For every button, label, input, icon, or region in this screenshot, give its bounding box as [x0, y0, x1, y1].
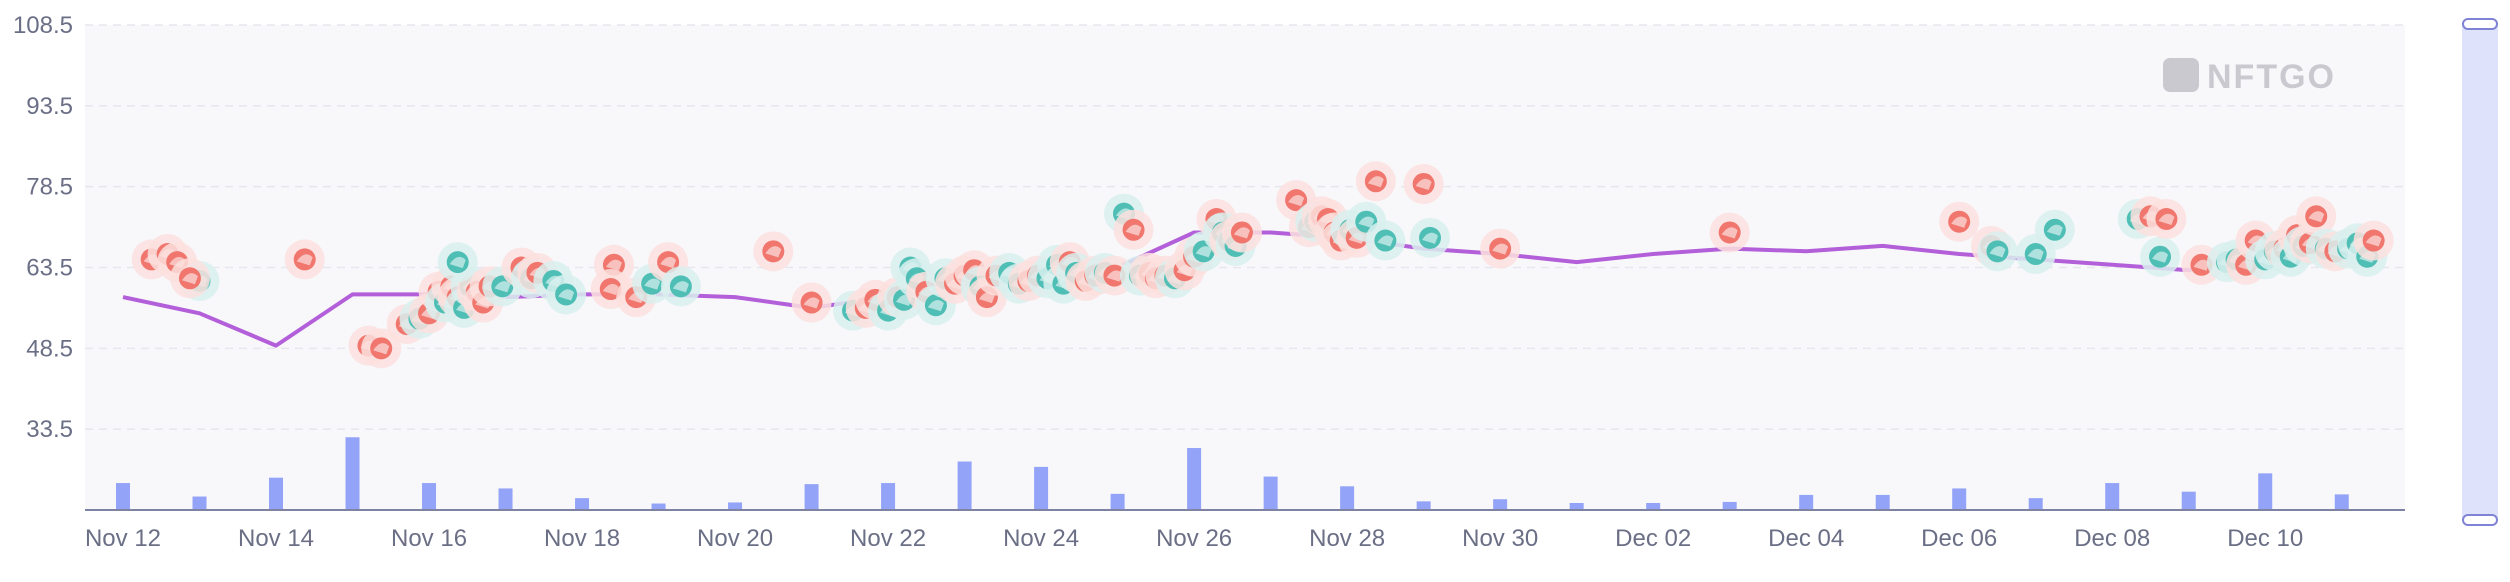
x-tick-label: Nov 26 — [1156, 525, 1232, 552]
sale-marker[interactable] — [169, 258, 210, 299]
y-tick-label: 33.5 — [26, 416, 73, 443]
x-tick-label: Nov 28 — [1309, 525, 1385, 552]
volume-bar — [1187, 448, 1202, 510]
x-tick-label: Dec 08 — [2074, 525, 2150, 552]
volume-bar — [1493, 499, 1508, 510]
sale-marker[interactable] — [791, 282, 832, 323]
x-tick-label: Dec 10 — [2227, 525, 2303, 552]
volume-bar — [1569, 502, 1584, 510]
sale-marker[interactable] — [1939, 201, 1980, 242]
sale-marker[interactable] — [2296, 196, 2337, 237]
volume-bar — [2181, 491, 2196, 510]
gridlines — [85, 24, 2405, 430]
sale-marker[interactable] — [1977, 231, 2018, 272]
volume-bar — [1875, 494, 1890, 510]
volume-bar — [269, 477, 284, 510]
y-tick-label: 63.5 — [26, 255, 73, 282]
x-axis: Nov 12 Nov 14 Nov 16 Nov 18 Nov 20 Nov 22 Nov … — [85, 509, 2405, 552]
x-tick-label: Dec 04 — [1768, 525, 1844, 552]
sale-marker[interactable] — [2353, 220, 2394, 261]
zoom-scrollbar[interactable] — [2462, 18, 2498, 526]
volume-bar — [116, 483, 130, 510]
volume-bar — [651, 503, 666, 510]
sale-marker[interactable] — [2181, 244, 2222, 285]
volume-bar — [1110, 493, 1125, 510]
scrollbar-handle-top[interactable] — [2462, 18, 2498, 30]
volume-bar — [804, 484, 819, 510]
volume-bar — [575, 498, 590, 510]
volume-bars — [116, 437, 2349, 510]
x-tick-label: Nov 18 — [544, 525, 620, 552]
volume-bar — [1646, 502, 1661, 510]
sale-marker[interactable] — [1709, 212, 1750, 253]
sale-marker[interactable] — [546, 274, 587, 315]
volume-bar — [1952, 488, 1967, 510]
volume-bar — [1340, 486, 1355, 510]
sale-marker[interactable] — [284, 239, 325, 280]
y-tick-label: 93.5 — [26, 93, 73, 120]
volume-bar — [1263, 476, 1278, 510]
volume-bar — [422, 483, 437, 510]
y-axis: 108.5 93.5 78.5 63.5 48.5 33.5 — [13, 12, 73, 443]
watermark-logo-icon — [2163, 58, 2199, 92]
volume-bar — [1034, 466, 1049, 510]
x-tick-label: Dec 02 — [1615, 525, 1691, 552]
volume-bar — [957, 461, 972, 510]
volume-bar — [1799, 494, 1814, 510]
x-tick-label: Nov 16 — [391, 525, 467, 552]
x-tick-label: Dec 06 — [1921, 525, 1997, 552]
sale-marker[interactable] — [2140, 236, 2181, 277]
sale-marker[interactable] — [1480, 228, 1521, 269]
x-tick-label: Nov 14 — [238, 525, 314, 552]
sale-marker[interactable] — [361, 328, 402, 369]
x-tick-label: Nov 12 — [85, 525, 161, 552]
sale-marker[interactable] — [437, 242, 478, 283]
y-tick-label: 48.5 — [26, 335, 73, 362]
x-tick-label: Nov 24 — [1003, 525, 1079, 552]
sale-marker[interactable] — [1113, 209, 1154, 250]
y-tick-label: 108.5 — [13, 12, 73, 39]
plot-area — [85, 25, 2405, 510]
volume-bar — [881, 483, 896, 510]
volume-bar — [345, 437, 360, 510]
volume-bar — [2105, 483, 2120, 510]
watermark: NFTGO — [2163, 58, 2336, 96]
scrollbar-track[interactable] — [2462, 22, 2498, 520]
volume-bar — [498, 488, 513, 510]
sale-marker[interactable] — [1221, 212, 1262, 253]
volume-bar — [2028, 498, 2043, 510]
volume-bar — [1722, 501, 1737, 510]
y-tick-label: 78.5 — [26, 174, 73, 201]
sale-marker[interactable] — [1355, 161, 1396, 202]
sale-marker[interactable] — [1410, 217, 1451, 258]
sale-marker[interactable] — [660, 266, 701, 307]
sale-markers[interactable] — [131, 161, 2394, 369]
scrollbar-handle-bottom[interactable] — [2462, 514, 2498, 526]
x-tick-label: Nov 30 — [1462, 525, 1538, 552]
volume-bar — [2334, 494, 2349, 510]
volume-bar — [728, 502, 743, 510]
volume-bar — [1416, 501, 1431, 510]
x-tick-label: Nov 22 — [850, 525, 926, 552]
volume-bar — [2258, 473, 2273, 510]
sale-marker[interactable] — [1403, 163, 1444, 204]
sale-marker[interactable] — [2146, 199, 2187, 239]
watermark-text: NFTGO — [2207, 58, 2336, 96]
x-tick-label: Nov 20 — [697, 525, 773, 552]
sale-marker[interactable] — [1365, 220, 1406, 261]
sale-marker[interactable] — [2034, 209, 2075, 250]
volume-bar — [192, 496, 207, 510]
sale-marker[interactable] — [753, 231, 794, 272]
